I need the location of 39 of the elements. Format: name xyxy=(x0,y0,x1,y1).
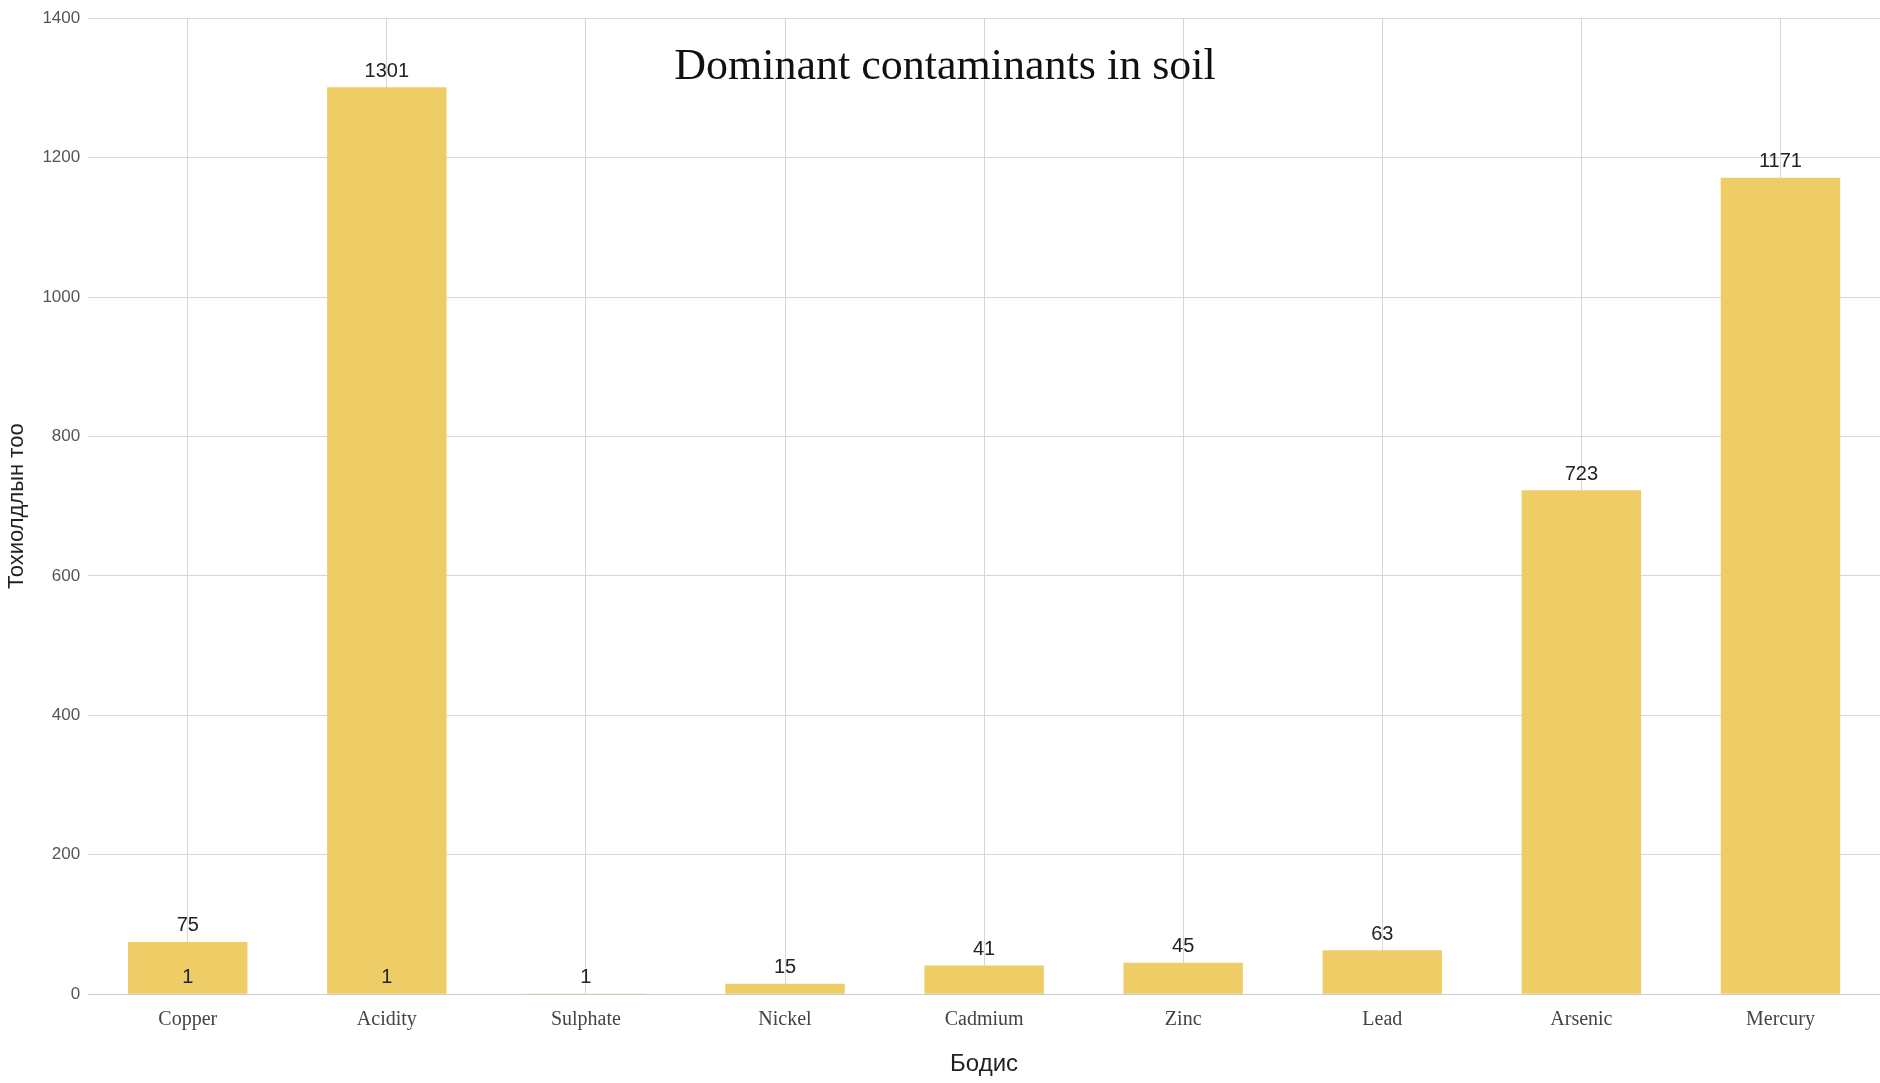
y-axis-title: Тохиолдлын тоо xyxy=(3,423,29,590)
data-label: 41 xyxy=(972,937,996,960)
y-tick-label: 600 xyxy=(51,565,81,585)
bar xyxy=(128,941,248,994)
x-tick-label: Arsenic xyxy=(1550,1007,1613,1030)
bar xyxy=(1322,950,1443,994)
data-label: 15 xyxy=(773,955,797,978)
data-label: 1171 xyxy=(1758,149,1802,172)
y-tick-label: 1200 xyxy=(42,147,81,167)
x-tick-label: Mercury xyxy=(1746,1007,1815,1031)
bar xyxy=(924,965,1044,994)
bar xyxy=(1521,490,1642,994)
x-tick-label: Nickel xyxy=(758,1007,813,1030)
x-tick-label: Lead xyxy=(1362,1007,1403,1030)
y-tick-label: 800 xyxy=(51,426,81,446)
x-tick-label: Copper xyxy=(158,1007,218,1031)
annotation: 1 xyxy=(182,965,194,988)
data-label: 1301 xyxy=(364,58,410,81)
data-label: 1 xyxy=(580,965,592,988)
data-label: 63 xyxy=(1371,921,1394,944)
bar xyxy=(1123,962,1243,994)
bar xyxy=(725,983,845,994)
y-tick-label: 200 xyxy=(51,844,81,864)
data-label: 45 xyxy=(1172,934,1195,957)
data-label: 75 xyxy=(176,913,199,936)
y-tick-label: 1000 xyxy=(42,286,81,306)
x-axis-title: Бодис xyxy=(950,1049,1019,1077)
bar xyxy=(327,87,447,994)
x-tick-label: Acidity xyxy=(356,1007,417,1031)
x-tick-label: Cadmium xyxy=(944,1007,1024,1030)
x-tick-label: Sulphate xyxy=(550,1007,622,1031)
x-tick-label: Zinc xyxy=(1164,1007,1202,1030)
y-tick-label: 1400 xyxy=(42,7,81,27)
y-tick-label: 0 xyxy=(70,983,81,1003)
data-label: 723 xyxy=(1564,461,1599,484)
bar xyxy=(1720,177,1841,994)
annotation: 1 xyxy=(381,965,393,988)
text: Dominant contaminants in soil xyxy=(674,39,1216,89)
y-tick-label: 400 xyxy=(51,705,81,725)
